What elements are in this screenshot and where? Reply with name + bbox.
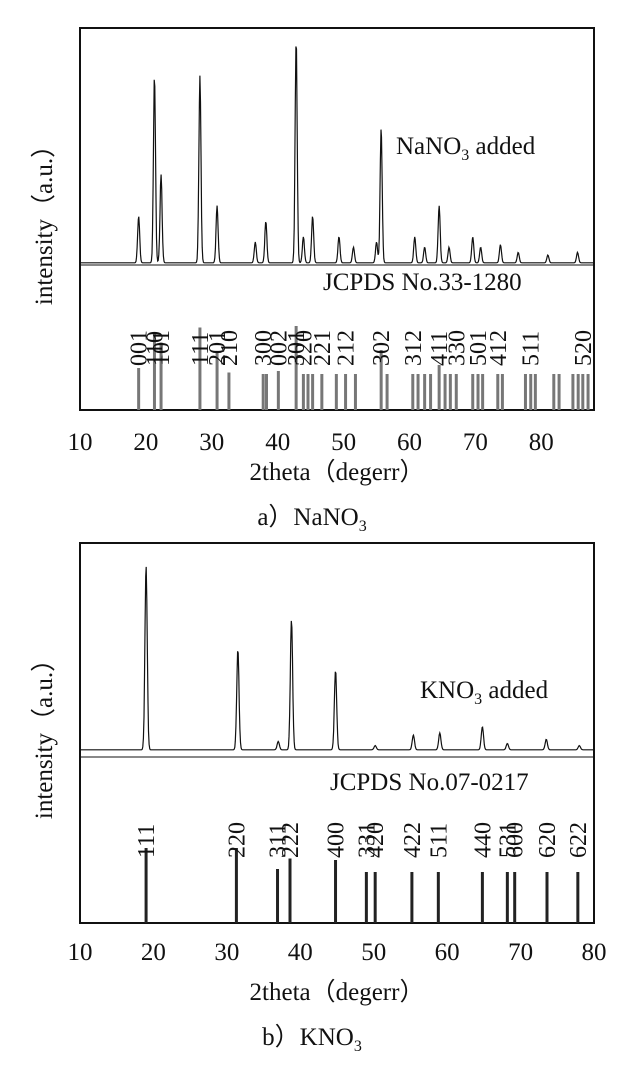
panel-b-hkl-label: 422 xyxy=(400,822,426,858)
panel-a-x-tick-label: 10 xyxy=(68,429,93,456)
panel-b-x-tick-label: 10 xyxy=(68,939,93,966)
panel-a-x-tick-label: 70 xyxy=(463,429,488,456)
panel-a-hkl-label: 110 xyxy=(143,331,169,366)
panel-b-x-tick-label: 50 xyxy=(361,939,386,966)
panel-b-caption-subscript: 3 xyxy=(354,1038,362,1055)
panel-a-hkl-label: 312 xyxy=(401,330,427,366)
panel-b-caption-prefix: b） xyxy=(262,1023,300,1051)
panel-a-hkl-label: 201 xyxy=(205,330,231,366)
panel-a-series-subscript: 3 xyxy=(461,147,469,164)
panel-a-hkl-label: 330 xyxy=(444,330,470,366)
panel-a-caption: a）NaNO3 xyxy=(257,503,366,535)
panel-a-series-label: NaNO3 added xyxy=(396,133,536,164)
panel-b-x-tick-label: 70 xyxy=(508,939,533,966)
panel-b-series-suffix: added xyxy=(482,677,548,704)
panel-a-hkl-label: 212 xyxy=(334,330,360,366)
panel-b-series-label: KNO3 added xyxy=(420,677,549,708)
panel-b-hkl-label: 331 xyxy=(354,822,380,858)
panel-b-y-axis-label: intensity（a.u.） xyxy=(30,647,58,819)
panel-b-series-formula: KNO xyxy=(420,677,474,704)
panel-a-hkl-label: 001 xyxy=(127,330,153,366)
panel-a-hkl-label: 411 xyxy=(427,331,453,366)
panel-b-x-tick-label: 30 xyxy=(214,939,239,966)
panel-b-hkl-label: 400 xyxy=(324,822,350,858)
panel-b-x-tick-label: 20 xyxy=(141,939,166,966)
panel-a-caption-formula: NaNO xyxy=(293,504,358,531)
panel-a-hkl-label: 501 xyxy=(466,330,492,366)
panel-a-pattern-line xyxy=(80,46,594,264)
panel-b-x-ticks: 10 20 30 40 50 60 70 80 xyxy=(68,939,607,966)
panel-a-x-axis-label: 2theta（degerr） xyxy=(250,458,425,486)
panel-a-x-tick-label: 30 xyxy=(199,429,224,456)
panel-b-x-tick-label: 80 xyxy=(582,939,607,966)
panel-b-hkl-label: 600 xyxy=(503,822,529,858)
panel-a-caption-prefix: a） xyxy=(257,503,293,531)
panel-b-x-tick-label: 40 xyxy=(288,939,313,966)
panel-a-hkl-label: 111 xyxy=(188,332,214,366)
panel-b-hkl-label: 620 xyxy=(535,822,561,858)
panel-b-hkl-label: 622 xyxy=(566,822,592,858)
panel-a-x-tick-label: 40 xyxy=(265,429,290,456)
panel-a-hkl-label: 412 xyxy=(486,330,512,366)
panel-a-caption-subscript: 3 xyxy=(359,518,367,535)
panel-a-x-ticks: 10 20 30 40 50 60 70 80 xyxy=(68,429,554,456)
panel-a-hkl-label: 002 xyxy=(266,330,292,366)
panel-b-jcpds-label: JCPDS No.07-0217 xyxy=(330,769,529,796)
panel-b-hkl-label: 111 xyxy=(134,824,160,858)
panel-b-caption-formula: KNO xyxy=(300,1024,354,1051)
panel-b-hkl-label: 220 xyxy=(224,822,250,858)
panel-a-hkl-label: 520 xyxy=(571,330,597,366)
panel-a-hkl-label: 302 xyxy=(369,330,395,366)
panel-a-series-suffix: added xyxy=(469,133,535,160)
panel-a-reference-lines xyxy=(137,326,590,410)
panel-b-reference-lines xyxy=(144,848,580,923)
panel-a-y-axis-label: intensity（a.u.） xyxy=(30,133,58,305)
panel-b-pattern-line xyxy=(80,566,594,751)
panel-b-hkl-label: 420 xyxy=(363,822,389,858)
panel-a-hkl-label: 300 xyxy=(251,330,277,366)
panel-a-hkl-label: 511 xyxy=(519,331,545,366)
panel-a-jcpds-label: JCPDS No.33-1280 xyxy=(323,269,522,296)
panel-a-hkl-label: 210 xyxy=(217,330,243,366)
panel-b-hkl-label: 222 xyxy=(278,822,304,858)
panel-b-hkl-label: 511 xyxy=(426,823,452,858)
panel-b-x-axis-label: 2theta（degerr） xyxy=(250,978,425,1006)
panel-b-series-subscript: 3 xyxy=(474,691,482,708)
panel-a-x-tick-label: 60 xyxy=(397,429,422,456)
panel-a-x-tick-label: 80 xyxy=(529,429,554,456)
panel-a-series-formula: NaNO xyxy=(396,133,461,160)
panel-b-caption: b）KNO3 xyxy=(262,1023,362,1055)
panel-a-hkl-label: 220 xyxy=(291,330,317,366)
panel-b-hkl-label: 531 xyxy=(495,822,521,858)
panel-b-x-tick-label: 60 xyxy=(435,939,460,966)
panel-a-hkl-label: 101 xyxy=(149,330,175,366)
panel-a-x-tick-label: 50 xyxy=(331,429,356,456)
panel-b-hkl-label: 440 xyxy=(470,822,496,858)
panel-a-hkl-label: 221 xyxy=(310,330,336,366)
panel-b-hkl-label: 311 xyxy=(266,823,292,858)
panel-a-hkl-label: 301 xyxy=(284,330,310,366)
panel-a-x-tick-label: 20 xyxy=(133,429,158,456)
